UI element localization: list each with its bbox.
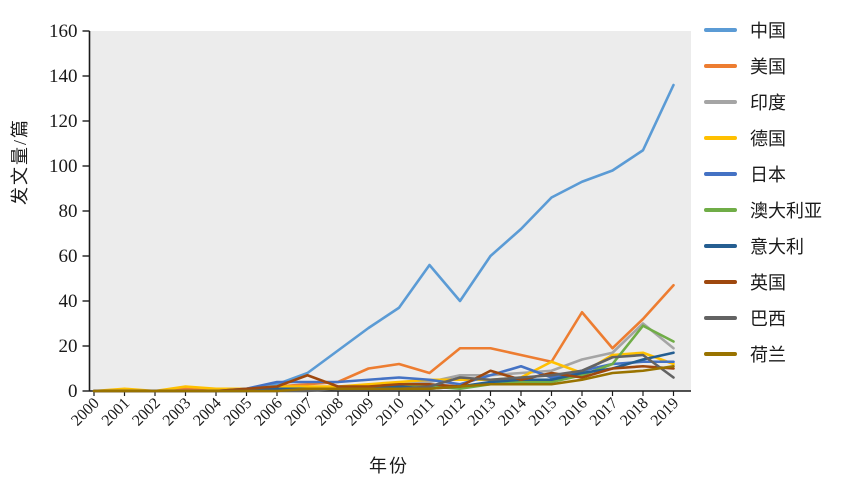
y-tick-label: 160 bbox=[49, 21, 78, 42]
x-tick-label: 2009 bbox=[343, 395, 378, 430]
series-line-1 bbox=[92, 283, 675, 393]
y-tick-label: 20 bbox=[59, 336, 78, 357]
x-tick-label: 2016 bbox=[556, 395, 591, 430]
legend-item-1: 美国 bbox=[704, 48, 822, 84]
x-tick-label: 2012 bbox=[434, 395, 469, 430]
x-tick-label: 2019 bbox=[648, 395, 683, 430]
y-axis-title: 发文量/篇 bbox=[10, 117, 30, 205]
y-tick-label: 0 bbox=[68, 381, 78, 402]
x-tick-label: 2010 bbox=[373, 395, 408, 430]
y-tick-label: 60 bbox=[59, 246, 78, 267]
legend-label: 印度 bbox=[750, 93, 786, 113]
legend-line-marker bbox=[704, 172, 737, 176]
legend-label: 中国 bbox=[750, 21, 786, 41]
x-tick-label: 2001 bbox=[99, 395, 134, 430]
legend-item-3: 德国 bbox=[704, 120, 822, 156]
y-tick-label: 100 bbox=[49, 156, 78, 177]
y-tick-label: 40 bbox=[59, 291, 78, 312]
legend-label: 澳大利亚 bbox=[750, 201, 822, 221]
x-axis-title: 年份 bbox=[369, 456, 409, 476]
x-tick-label: 2018 bbox=[617, 395, 652, 430]
x-tick-label: 2008 bbox=[312, 395, 347, 430]
series-line-9 bbox=[92, 364, 675, 393]
legend-label: 荷兰 bbox=[750, 345, 786, 365]
legend-item-7: 英国 bbox=[704, 264, 822, 300]
legend-label: 德国 bbox=[750, 129, 786, 149]
legend-item-5: 澳大利亚 bbox=[704, 192, 822, 228]
x-tick-label: 2003 bbox=[160, 395, 195, 430]
y-tick-label: 80 bbox=[59, 201, 78, 222]
legend-line-marker bbox=[704, 28, 737, 32]
x-tick-label: 2006 bbox=[251, 395, 286, 430]
legend-line-marker bbox=[704, 100, 737, 104]
plot-background bbox=[89, 31, 691, 391]
legend-item-9: 荷兰 bbox=[704, 336, 822, 372]
legend-line-marker bbox=[704, 352, 737, 356]
legend-label: 美国 bbox=[750, 57, 786, 77]
legend-label: 意大利 bbox=[750, 237, 804, 257]
x-tick-label: 2011 bbox=[404, 395, 438, 429]
x-tick-label: 2015 bbox=[526, 395, 561, 430]
legend: 中国美国印度德国日本澳大利亚意大利英国巴西荷兰 bbox=[704, 12, 822, 372]
x-tick-label: 2005 bbox=[221, 395, 256, 430]
legend-line-marker bbox=[704, 64, 737, 68]
legend-line-marker bbox=[704, 280, 737, 284]
legend-label: 巴西 bbox=[750, 309, 786, 329]
legend-item-0: 中国 bbox=[704, 12, 822, 48]
legend-label: 英国 bbox=[750, 273, 786, 293]
legend-line-marker bbox=[704, 136, 737, 140]
x-tick-label: 2007 bbox=[282, 395, 317, 430]
legend-item-2: 印度 bbox=[704, 84, 822, 120]
x-tick-label: 2014 bbox=[495, 395, 530, 430]
y-tick-label: 140 bbox=[49, 66, 78, 87]
legend-line-marker bbox=[704, 316, 737, 320]
x-tick-label: 2013 bbox=[465, 395, 500, 430]
legend-line-marker bbox=[704, 244, 737, 248]
legend-item-4: 日本 bbox=[704, 156, 822, 192]
x-tick-label: 2002 bbox=[129, 395, 164, 430]
legend-item-6: 意大利 bbox=[704, 228, 822, 264]
x-tick-label: 2004 bbox=[190, 395, 225, 430]
legend-label: 日本 bbox=[750, 165, 786, 185]
x-tick-label: 2017 bbox=[587, 395, 622, 430]
y-tick-label: 120 bbox=[49, 111, 78, 132]
legend-line-marker bbox=[704, 208, 737, 212]
legend-item-8: 巴西 bbox=[704, 300, 822, 336]
